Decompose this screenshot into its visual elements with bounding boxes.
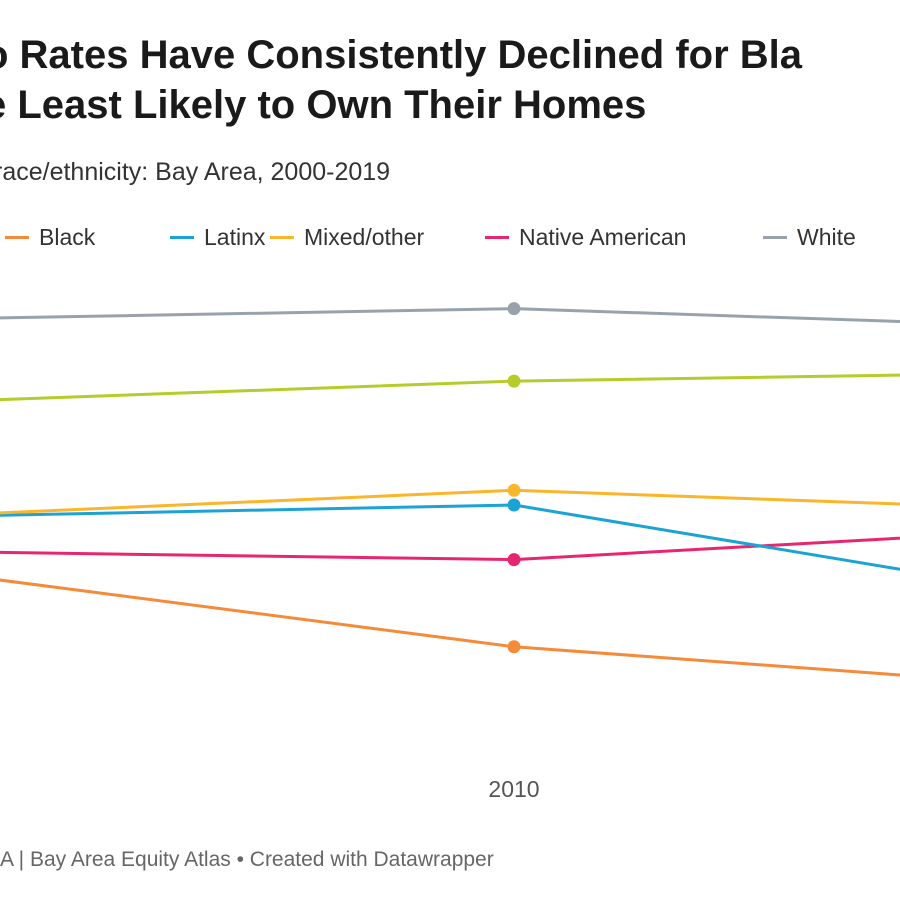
- data-point-black-2010: [507, 640, 521, 654]
- data-point-native-american-2010: [507, 553, 521, 567]
- legend-label: Mixed/other: [304, 224, 425, 250]
- legend-swatch: [763, 236, 787, 239]
- chart-title: o Rates Have Consistently Declined for B…: [0, 30, 900, 130]
- legend-item-black: Black: [5, 224, 95, 251]
- series-line-white: [0, 307, 900, 324]
- legend-item-white: White: [763, 224, 856, 251]
- legend-swatch: [5, 236, 29, 239]
- data-point-white-2010: [507, 302, 521, 316]
- data-point-mixed-other-2010: [507, 483, 521, 497]
- legend-swatch: [485, 236, 509, 239]
- legend-label: Native American: [519, 224, 687, 250]
- chart-subtitle: race/ethnicity: Bay Area, 2000-2019: [0, 158, 391, 186]
- source-footer: A | Bay Area Equity Atlas • Created with…: [0, 848, 494, 871]
- series-line-black: [0, 578, 900, 677]
- series-line-mixed-other: [0, 488, 900, 515]
- legend-label: White: [797, 224, 856, 250]
- legend-swatch: [270, 236, 294, 239]
- series-line-unlabeled: [0, 373, 900, 402]
- legend-item-native-american: Native American: [485, 224, 686, 251]
- legend-item-latinx: Latinx: [170, 224, 265, 251]
- legend-label: Latinx: [204, 224, 266, 250]
- title-line-1: o Rates Have Consistently Declined for B…: [0, 33, 803, 77]
- legend-item-mixed-other: Mixed/other: [270, 224, 424, 251]
- data-point-unlabeled-2010: [507, 374, 521, 388]
- x-tick-label-2010: 2010: [488, 776, 539, 802]
- data-point-latinx-2010: [507, 498, 521, 512]
- legend: Black Latinx Mixed/other Native American Whi…: [0, 224, 900, 260]
- title-line-2: e Least Likely to Own Their Homes: [0, 83, 647, 127]
- legend-swatch: [170, 236, 194, 239]
- legend-label: Black: [39, 224, 96, 250]
